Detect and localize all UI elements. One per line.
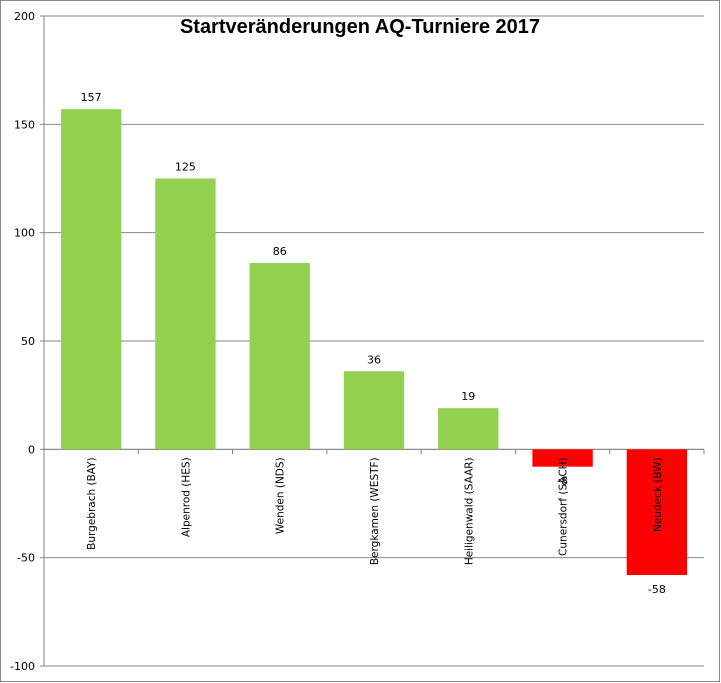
bar xyxy=(60,109,122,450)
y-axis-ticks: 200 150 100 50 0 -50 -100 xyxy=(10,10,35,673)
gridlines xyxy=(40,15,705,667)
y-tick-label: 200 xyxy=(14,10,35,23)
category-label: Burgebrach (BAY) xyxy=(86,457,98,549)
data-label: 36 xyxy=(367,353,381,366)
bar xyxy=(155,178,216,450)
data-label: -58 xyxy=(648,583,666,596)
data-label: 157 xyxy=(81,91,102,104)
category-label: Neudeck (BW) xyxy=(652,457,664,532)
data-label: -8 xyxy=(557,475,568,488)
category-label: Bergkamen (WESTF) xyxy=(369,457,381,565)
category-label: Cunersdorf (SACH) xyxy=(558,457,570,556)
y-tick-label: 100 xyxy=(14,227,35,240)
bar xyxy=(626,449,688,575)
bar xyxy=(532,449,593,467)
category-labels: Burgebrach (BAY) Alpenrod (HES) Wenden (ND… xyxy=(86,457,664,565)
data-labels: 157 125 86 36 19 -8 -58 xyxy=(81,91,666,596)
data-label: 86 xyxy=(273,245,287,258)
bars xyxy=(60,109,688,575)
category-label: Alpenrod (HES) xyxy=(180,457,192,537)
y-tick-label: -50 xyxy=(17,552,35,565)
y-tick-label: -100 xyxy=(10,660,35,673)
data-label: 19 xyxy=(461,390,475,403)
bar xyxy=(249,263,310,450)
y-tick-label: 150 xyxy=(14,118,35,131)
y-tick-label: 50 xyxy=(21,335,35,348)
y-tick-label: 0 xyxy=(28,443,35,456)
data-label: 125 xyxy=(175,161,196,174)
bar xyxy=(343,371,405,450)
category-label: Wenden (NDS) xyxy=(275,457,287,534)
chart-title: Startveränderungen AQ-Turniere 2017 xyxy=(180,16,540,38)
category-label: Heiligenwald (SAAR) xyxy=(463,457,475,565)
bar xyxy=(438,408,499,450)
